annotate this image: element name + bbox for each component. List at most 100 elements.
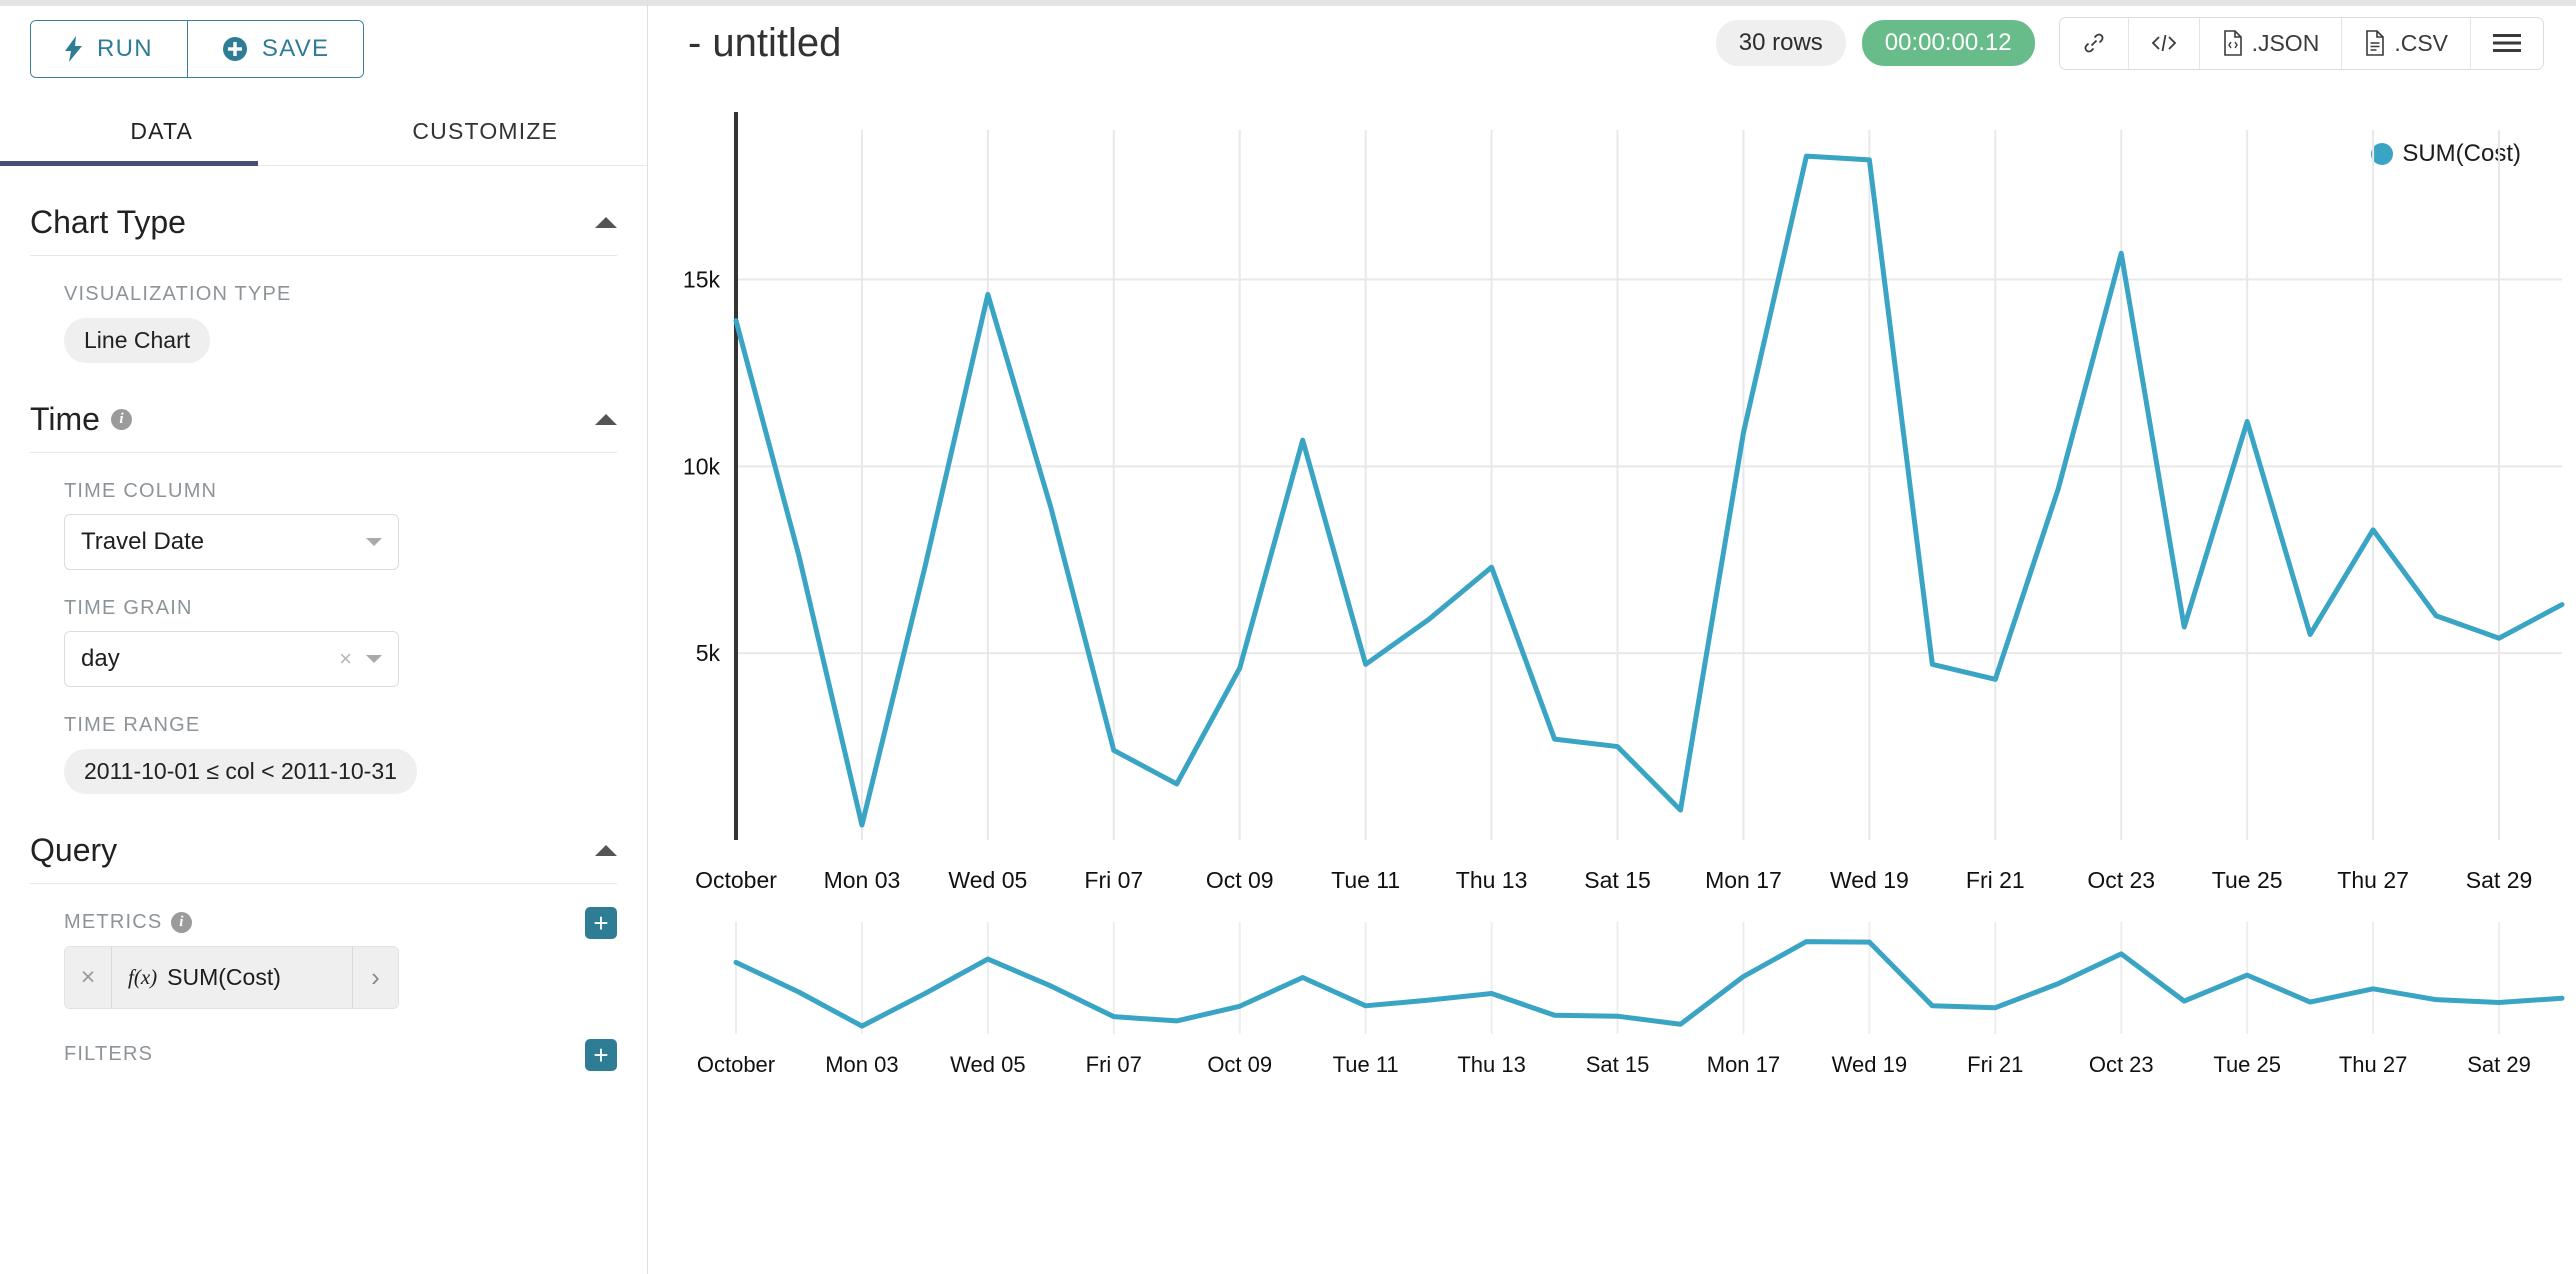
field-metrics: METRICS i + × f(x) SUM(Cost) › [30,907,617,1009]
copy-link-button[interactable] [2059,17,2128,69]
x-axis-tick-label: Wed 05 [948,867,1027,893]
y-axis-tick-label: 5k [696,640,721,666]
metric-label[interactable]: f(x) SUM(Cost) [111,947,352,1008]
field-filters: FILTERS + [30,1039,617,1071]
brush-x-axis-tick-label: Mon 03 [825,1052,898,1077]
remove-metric-icon[interactable]: × [65,947,111,1008]
clear-icon[interactable]: × [339,646,352,671]
export-csv-button[interactable]: .CSV [2341,17,2470,69]
series-line-sum-cost[interactable] [733,153,2565,828]
x-axis-tick-label: Wed 19 [1830,867,1909,893]
csv-file-icon [2364,30,2386,56]
time-range-value[interactable]: 2011-10-01 ≤ col < 2011-10-31 [64,749,417,794]
plus-circle-icon [222,36,248,62]
control-tabs: DATA CUSTOMIZE [0,100,647,166]
hamburger-icon [2493,33,2521,53]
view-query-button[interactable] [2127,17,2199,69]
time-grain-label: TIME GRAIN [64,597,193,619]
chevron-down-icon[interactable] [366,538,382,546]
control-sections: Chart Type VISUALIZATION TYPE Line Chart… [0,166,647,1071]
section-time-header[interactable]: Time i [30,363,617,453]
chart-header-actions: 30 rows 00:00:00.12 [1715,16,2544,70]
control-panel: RUN SAVE DATA CUSTOMIZE Chart Type [0,0,648,1274]
brush-x-axis-tick-label: Tue 11 [1333,1052,1399,1077]
brush-x-axis-tick-label: Sat 15 [1586,1052,1650,1077]
time-column-select[interactable]: Travel Date [64,514,399,570]
more-menu-button[interactable] [2470,17,2543,69]
chevron-down-icon[interactable] [366,655,382,663]
info-icon[interactable]: i [110,409,132,430]
window-top-strip [0,0,647,6]
save-button[interactable]: SAVE [186,21,364,77]
export-csv-label: .CSV [2394,29,2448,56]
section-chart-type-header[interactable]: Chart Type [30,166,617,256]
section-time-label: Time [30,401,100,437]
chart-plot-area[interactable]: 5k 10k 15k October Mon 03 Wed 05 Fri 07 Oct 09 T… [648,90,2576,1090]
x-axis-tick-label: Tue 11 [1331,867,1400,893]
visualization-type-value[interactable]: Line Chart [64,318,211,363]
tab-data[interactable]: DATA [130,118,194,144]
brush-x-axis-tick-label: Fri 21 [1967,1052,2023,1077]
function-icon: f(x) [128,965,158,989]
section-query-title: Query [30,832,118,868]
field-time-grain: TIME GRAIN day × [30,597,617,687]
brush-x-axis-tick-label: Fri 07 [1086,1052,1142,1077]
brush-x-axis-tick-label: Wed 05 [950,1052,1025,1077]
brush-x-axis-tick-label: Wed 19 [1832,1052,1907,1077]
export-json-label: .JSON [2251,29,2320,56]
section-query-header[interactable]: Query [30,794,617,884]
add-filter-button[interactable]: + [585,1039,617,1071]
metric-value: SUM(Cost) [167,964,281,990]
action-row: RUN SAVE [0,6,647,78]
chart-legend: SUM(Cost) [2371,140,2521,168]
brush-x-axis-tick-label: Oct 23 [2089,1052,2154,1077]
export-button-group: .JSON .CSV [2058,16,2544,70]
brush-x-axis-tick-label: Thu 27 [2339,1052,2408,1077]
active-tab-indicator [0,161,258,166]
chart-header: - untitled 30 rows 00:00:00.12 [648,6,2576,80]
run-button-label: RUN [97,35,153,62]
y-axis-tick-label: 10k [683,453,721,479]
x-axis-tick-label: October [695,867,777,893]
brush-x-axis-tick-label: Tue 25 [2213,1052,2281,1077]
x-axis-tick-label: Thu 13 [1456,867,1528,893]
brush-x-axis-tick-label: Mon 17 [1707,1052,1780,1077]
legend-color-swatch [2371,143,2394,165]
chevron-up-icon[interactable] [595,414,617,425]
line-chart-svg[interactable]: 5k 10k 15k October Mon 03 Wed 05 Fri 07 Oct 09 T… [648,90,2576,1090]
export-json-button[interactable]: .JSON [2198,17,2342,69]
brush-series-line[interactable] [733,939,2565,1029]
tab-customize[interactable]: CUSTOMIZE [412,118,559,144]
x-axis-tick-label: Oct 09 [1206,867,1274,893]
chevron-up-icon[interactable] [595,217,617,228]
time-range-label: TIME RANGE [64,714,201,736]
chevron-up-icon[interactable] [595,845,617,856]
brush-x-axis-tick-label: Oct 09 [1207,1052,1272,1077]
field-time-range: TIME RANGE 2011-10-01 ≤ col < 2011-10-31 [30,714,617,794]
metrics-label: METRICS i [64,911,617,934]
chevron-right-icon[interactable]: › [352,947,398,1008]
x-axis-tick-label: Tue 25 [2212,867,2283,893]
time-column-value: Travel Date [81,528,205,555]
filters-label: FILTERS [64,1043,154,1065]
x-axis-tick-label: Oct 23 [2087,867,2155,893]
time-column-label: TIME COLUMN [64,480,218,502]
info-icon[interactable]: i [171,912,193,933]
page-title[interactable]: - untitled [688,20,842,65]
visualization-type-label: VISUALIZATION TYPE [64,283,292,305]
run-button[interactable]: RUN [31,21,187,77]
save-button-label: SAVE [261,35,330,62]
json-file-icon [2222,30,2244,56]
add-metric-button[interactable]: + [585,907,617,939]
time-grain-select[interactable]: day × [64,631,399,687]
y-axis-tick-label: 15k [683,266,721,292]
x-axis-tick-label: Fri 21 [1966,867,2025,893]
brush-x-axis-tick-label: Sat 29 [2467,1052,2531,1077]
x-axis-tick-label: Mon 03 [824,867,901,893]
query-duration-badge: 00:00:00.12 [1861,20,2035,66]
code-icon [2151,32,2177,54]
bolt-icon [65,36,83,62]
run-save-button-group: RUN SAVE [30,20,365,78]
x-axis-tick-label: Sat 15 [1584,867,1651,893]
